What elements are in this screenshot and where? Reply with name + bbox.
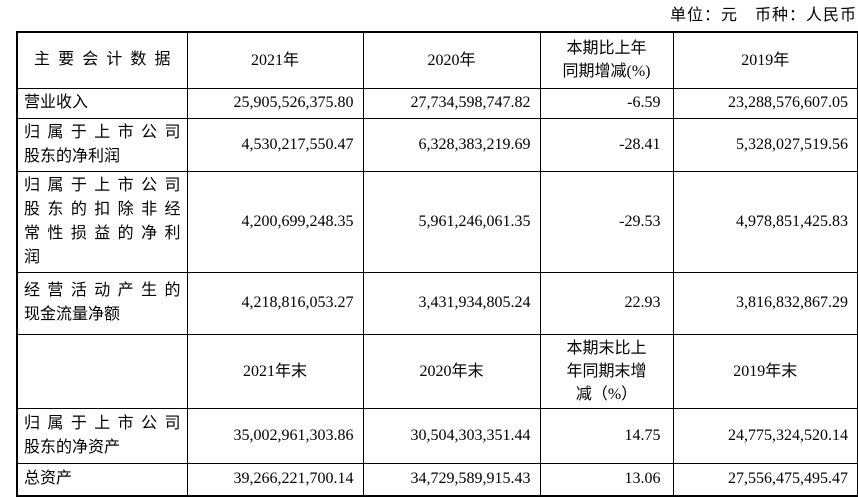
table-row-operating-cash-flow: 经营活动产生的 现金流量净额 4,218,816,053.27 3,431,934… [16,271,858,335]
table-row-deducted-net-profit: 归属于上市公司 股东的扣除非经 常性损益的净利润 4,200,699,248.35 … [16,170,858,273]
value-change-pct: -28.41 [539,117,674,172]
row-label: 经营活动产生的 现金流量净额 [16,271,188,335]
value-2021: 4,200,699,248.35 [186,170,364,273]
subheader-2019-end: 2019年末 [672,333,858,409]
value-2020: 5,961,246,061.35 [362,170,541,273]
value-change-pct: 14.75 [539,407,674,464]
row-label: 营业收入 [16,87,188,119]
value-2019: 24,775,324,520.14 [672,407,858,464]
col-header-2021: 2021年 [186,31,364,89]
table-subheader-row: 2021年末 2020年末 本期末比上 年同期末增 减（%） 2019年末 [16,333,858,409]
value-2019: 5,328,027,519.56 [672,117,858,172]
subheader-empty-cell [16,333,188,409]
value-2019: 23,288,576,607.05 [672,87,858,119]
row-label: 归属于上市公司 股东的扣除非经 常性损益的净利润 [16,170,188,273]
value-2019: 3,816,832,867.29 [672,271,858,335]
value-change-pct: -29.53 [539,170,674,273]
value-2021: 4,530,217,550.47 [186,117,364,172]
table-row-total-assets: 总资产 39,266,221,700.14 34,729,589,915.43 … [16,462,858,497]
value-2021: 39,266,221,700.14 [186,462,364,497]
value-2019: 27,556,475,495.47 [672,462,858,497]
value-change-pct: 13.06 [539,462,674,497]
value-2020: 3,431,934,805.24 [362,271,541,335]
value-change-pct: 22.93 [539,271,674,335]
col-header-main: 主要会计数据 [16,31,188,89]
table-row-net-assets: 归属于上市公司 股东的净资产 35,002,961,303.86 30,504,3… [16,407,858,464]
subheader-change-pct-end: 本期末比上 年同期末增 减（%） [539,333,674,409]
value-2020: 27,734,598,747.82 [362,87,541,119]
row-label: 总资产 [16,462,188,497]
col-header-change-pct: 本期比上年 同期增减(%) [539,31,674,89]
subheader-2021-end: 2021年末 [186,333,364,409]
value-2019: 4,978,851,425.83 [672,170,858,273]
unit-currency-note: 单位：元 币种：人民币 [669,7,857,24]
value-change-pct: -6.59 [539,87,674,119]
row-label: 归属于上市公司 股东的净资产 [16,407,188,464]
col-header-2020: 2020年 [362,31,541,89]
row-label: 归属于上市公司 股东的净利润 [16,117,188,172]
value-2021: 4,218,816,053.27 [186,271,364,335]
value-2020: 6,328,383,219.69 [362,117,541,172]
key-accounting-data-table: 主要会计数据 2021年 2020年 本期比上年 同期增减(%) 2019年 营… [16,31,858,497]
table-row-net-profit: 归属于上市公司 股东的净利润 4,530,217,550.47 6,328,383… [16,117,858,172]
col-header-2019: 2019年 [672,31,858,89]
value-2021: 25,905,526,375.80 [186,87,364,119]
table-row-revenue: 营业收入 25,905,526,375.80 27,734,598,747.82… [16,87,858,119]
table-header-row: 主要会计数据 2021年 2020年 本期比上年 同期增减(%) 2019年 [16,31,858,89]
value-2020: 30,504,303,351.44 [362,407,541,464]
value-2020: 34,729,589,915.43 [362,462,541,497]
value-2021: 35,002,961,303.86 [186,407,364,464]
subheader-2020-end: 2020年末 [362,333,541,409]
